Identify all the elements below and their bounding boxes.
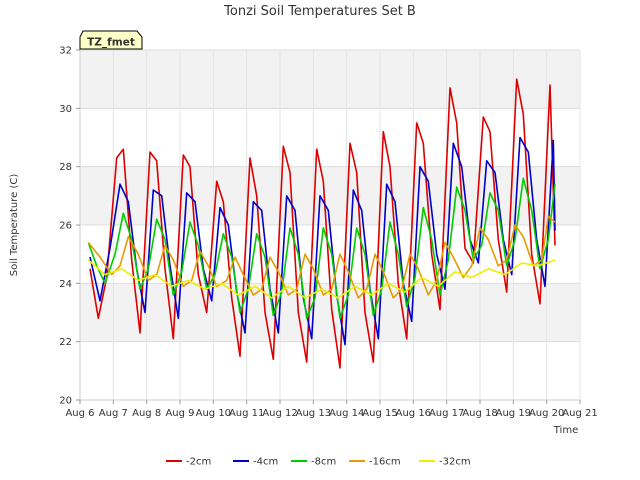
x-tick-label: Aug 19 (496, 408, 531, 419)
legend-label: -4cm (253, 457, 278, 468)
x-tick-label: Aug 14 (329, 408, 364, 419)
x-tick-label: Aug 6 (65, 408, 94, 419)
x-tick-label: Aug 18 (462, 408, 497, 419)
x-tick-label: Aug 11 (229, 408, 264, 419)
y-axis: 20 22 24 26 28 30 32 (59, 46, 80, 407)
grid-band (80, 166, 580, 225)
series-line-2cm (89, 78, 556, 369)
chart-title: Tonzi Soil Temperatures Set B (223, 4, 416, 19)
x-tick-label: Aug 9 (165, 408, 194, 419)
site-label: TZ_fmet (87, 37, 135, 49)
y-tick-label: 20 (59, 396, 72, 407)
y-tick-label: 32 (59, 46, 72, 57)
y-tick-label: 30 (59, 104, 72, 115)
series-line-8cm (87, 177, 556, 320)
legend-label: -8cm (311, 457, 336, 468)
legend-label: -32cm (439, 457, 471, 468)
legend-label: -2cm (186, 457, 211, 468)
y-tick-label: 24 (59, 279, 72, 290)
x-tick-label: Aug 13 (296, 408, 331, 419)
x-tick-label: Aug 21 (562, 408, 597, 419)
x-tick-label: Aug 10 (196, 408, 231, 419)
legend-label: -16cm (369, 457, 401, 468)
y-axis-label: Soil Temperature (C) (9, 174, 20, 277)
x-tick-label: Aug 7 (99, 408, 128, 419)
x-tick-label: Aug 17 (429, 408, 464, 419)
x-tick-label: Aug 12 (262, 408, 297, 419)
series-line-32cm (87, 259, 556, 299)
y-tick-label: 26 (59, 221, 72, 232)
y-tick-label: 28 (59, 162, 72, 173)
grid-band (80, 50, 580, 109)
series-line-4cm (89, 136, 556, 346)
site-label-box: TZ_fmet (79, 30, 143, 50)
x-tick-label: Aug 15 (362, 408, 397, 419)
y-tick-label: 22 (59, 337, 72, 348)
x-axis-label: Time (553, 425, 578, 436)
x-tick-label: Aug 16 (396, 408, 431, 419)
x-tick-label: Aug 8 (132, 408, 161, 419)
legend: -2cm -4cm -8cm -16cm -32cm (166, 457, 471, 468)
x-tick-label: Aug 20 (529, 408, 564, 419)
series-lines (87, 78, 556, 369)
